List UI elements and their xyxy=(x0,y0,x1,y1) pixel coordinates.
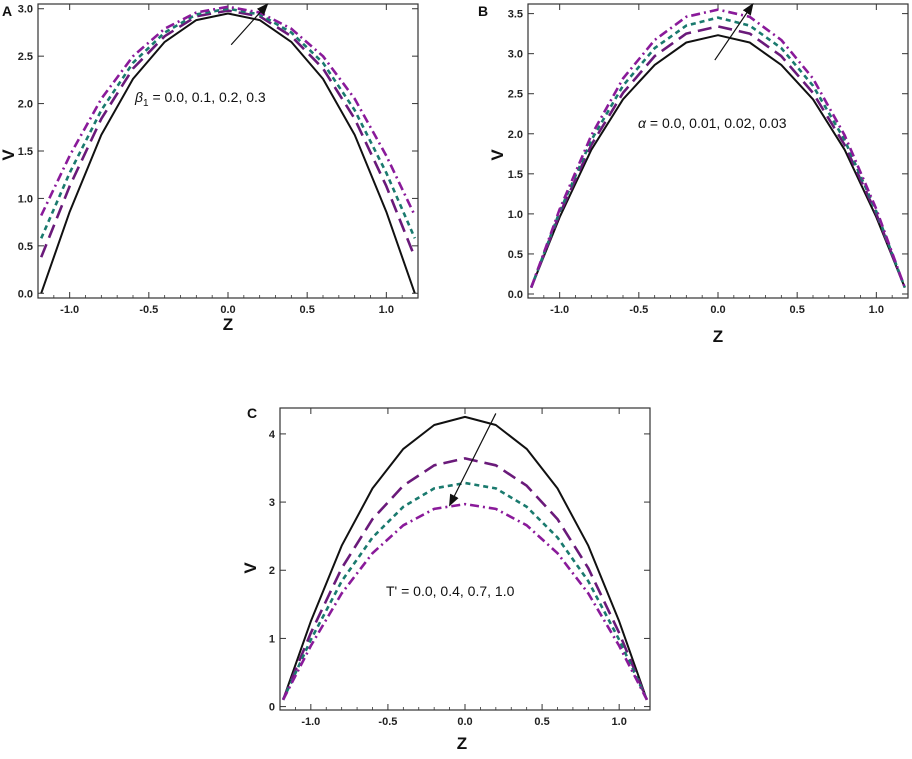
y-tick-label: 2.0 xyxy=(508,129,523,141)
x-axis-label: Z xyxy=(457,734,467,753)
parameter-annotation: T' = 0.0, 0.4, 0.7, 1.0 xyxy=(386,583,515,599)
series-line-3 xyxy=(40,7,416,239)
y-tick-label: 0 xyxy=(269,702,275,714)
series-line-2 xyxy=(39,9,417,258)
x-tick-label: -0.5 xyxy=(629,304,648,316)
y-tick-label: 1.5 xyxy=(18,146,33,158)
series-line-3 xyxy=(281,481,649,701)
parameter-annotation: β1 = 0.0, 0.1, 0.2, 0.3 xyxy=(134,89,266,109)
series-line-4 xyxy=(529,8,907,289)
trend-arrow xyxy=(230,3,269,46)
panel-letter-c: C xyxy=(247,405,257,421)
parameter-annotation: α = 0.0, 0.01, 0.02, 0.03 xyxy=(638,115,787,131)
y-tick-label: 2.5 xyxy=(18,51,33,63)
chart-panel-a: -1.0 -0.5 0.0 0.5 1.0 0.0 0.5 1.0 1.5 2.0 2.5 3.0 Z V… xyxy=(0,3,419,334)
x-tick-label: -1.0 xyxy=(301,716,320,728)
panel-letter-a: A xyxy=(2,3,12,19)
chart-panel-c: -1.0 -0.5 0.0 0.5 1.0 0 1 2 3 4 Z V C T' = 0.0, 0.4, … xyxy=(241,405,651,753)
x-tick-label: 1.0 xyxy=(869,304,884,316)
y-tick-label: 0.5 xyxy=(508,249,523,261)
annotation-values: = 0.0, 0.01, 0.02, 0.03 xyxy=(646,115,787,131)
trend-arrow xyxy=(449,413,497,507)
y-tick-label: 1 xyxy=(269,633,275,645)
x-axis-label: Z xyxy=(713,327,723,346)
x-tick-label: -1.0 xyxy=(550,304,569,316)
annotation-symbol: β xyxy=(134,89,143,105)
y-axis-label: V xyxy=(0,149,18,161)
y-tick-label: 3.5 xyxy=(508,9,523,21)
series-line-4 xyxy=(40,5,416,217)
x-tick-label: 0.5 xyxy=(534,716,549,728)
x-axis-label: Z xyxy=(223,315,233,334)
series-line-1 xyxy=(282,415,648,701)
x-tick-label: 0.5 xyxy=(300,304,315,316)
annotation-values: T' = 0.0, 0.4, 0.7, 1.0 xyxy=(386,583,515,599)
series-line-2 xyxy=(529,25,907,289)
y-tick-label: 2.0 xyxy=(18,99,33,111)
annotation-subscript: 1 xyxy=(143,98,149,109)
x-tick-label: 0.5 xyxy=(790,304,805,316)
y-tick-label: 3.0 xyxy=(18,4,33,16)
series-line-4 xyxy=(281,502,649,701)
x-tick-label: 0.0 xyxy=(457,716,472,728)
y-tick-label: 4 xyxy=(269,429,276,441)
annotation-values: = 0.0, 0.1, 0.2, 0.3 xyxy=(149,89,266,105)
x-tick-label: 1.0 xyxy=(379,304,394,316)
x-tick-label: 0.0 xyxy=(220,304,235,316)
y-tick-label: 2.5 xyxy=(508,89,523,101)
y-tick-label: 1.0 xyxy=(18,193,33,205)
series-line-1 xyxy=(40,12,416,294)
y-tick-label: 3 xyxy=(269,497,275,509)
series-line-2 xyxy=(281,457,649,701)
y-tick-label: 2 xyxy=(269,565,275,577)
panel-letter-b: B xyxy=(478,3,488,19)
x-tick-label: -1.0 xyxy=(60,304,79,316)
y-tick-label: 0.5 xyxy=(18,241,33,253)
x-tick-label: -0.5 xyxy=(139,304,158,316)
chart-panel-b: -1.0 -0.5 0.0 0.5 1.0 0.0 0.5 1.0 1.5 2.0 2.5 3.0 3.… xyxy=(478,3,909,346)
y-tick-label: 0.0 xyxy=(18,288,33,300)
x-tick-label: -0.5 xyxy=(378,716,397,728)
series-line-3 xyxy=(529,16,907,289)
series-line-1 xyxy=(530,34,906,288)
y-tick-label: 1.0 xyxy=(508,209,523,221)
y-tick-label: 1.5 xyxy=(508,169,523,181)
x-tick-label: 1.0 xyxy=(612,716,627,728)
y-axis-label: V xyxy=(488,149,507,161)
y-tick-label: 0.0 xyxy=(508,289,523,301)
x-tick-label: 0.0 xyxy=(710,304,725,316)
trend-arrow xyxy=(714,3,754,61)
annotation-symbol: α xyxy=(638,115,647,131)
y-axis-label: V xyxy=(241,562,260,574)
y-tick-label: 3.0 xyxy=(508,49,523,61)
